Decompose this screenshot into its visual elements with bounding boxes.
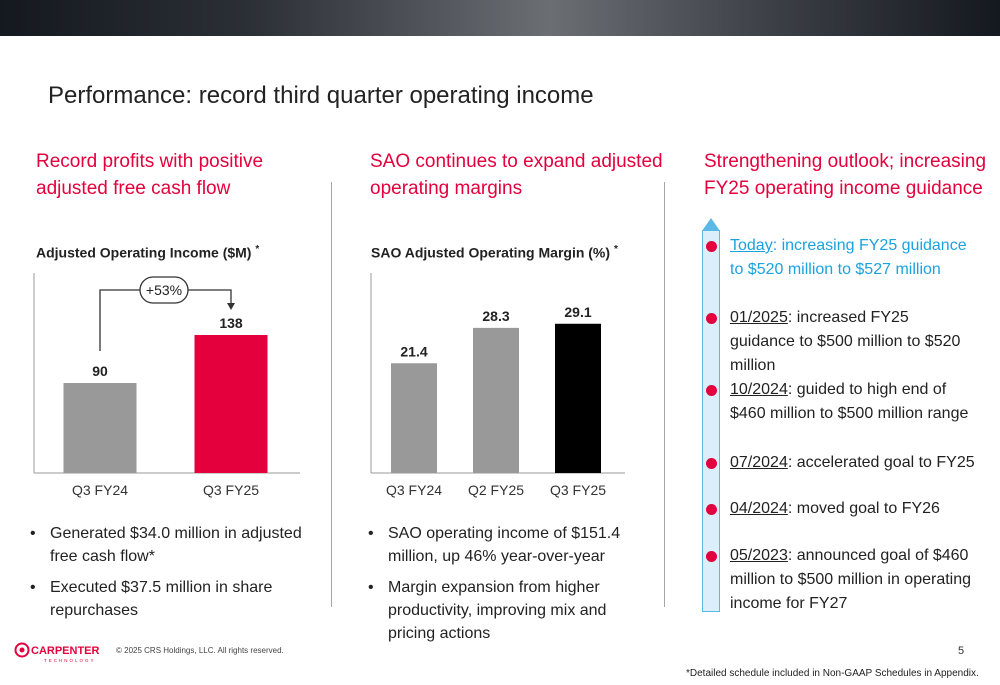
column-divider-left bbox=[331, 182, 332, 607]
x-tick-label: Q2 FY25 bbox=[468, 482, 524, 498]
middle-chart-label-text: SAO Adjusted Operating Margin (%) bbox=[371, 244, 611, 261]
footnote: *Detailed schedule included in Non-GAAP … bbox=[686, 668, 979, 679]
timeline-dot bbox=[706, 458, 717, 469]
middle-column-heading: SAO continues to expand adjusted operati… bbox=[370, 148, 663, 202]
bar-q3-fy25 bbox=[555, 323, 601, 473]
timeline-date: 04/2024 bbox=[730, 500, 788, 517]
logo-subtext: TECHNOLOGY bbox=[44, 658, 96, 663]
data-label: 138 bbox=[219, 315, 243, 331]
timeline-date: 01/2025 bbox=[730, 309, 788, 326]
slide-title: Performance: record third quarter operat… bbox=[48, 82, 594, 109]
growth-label: +53% bbox=[146, 282, 182, 298]
timeline-desc: : increasing FY25 guidance to $520 milli… bbox=[730, 237, 967, 278]
left-chart-label: Adjusted Operating Income ($M) * bbox=[36, 244, 259, 261]
growth-arrow-head bbox=[227, 303, 235, 310]
bar-q3-fy24 bbox=[391, 363, 437, 473]
data-label: 28.3 bbox=[482, 308, 509, 324]
right-heading-line2: FY25 operating income guidance bbox=[704, 178, 983, 199]
carpenter-logo: CARPENTER TECHNOLOGY bbox=[14, 642, 100, 663]
growth-badge bbox=[139, 276, 189, 304]
middle-bullet-2: Margin expansion from higher productivit… bbox=[366, 576, 631, 645]
x-tick-label: Q3 FY25 bbox=[203, 482, 259, 498]
timeline-text: 01/2025: increased FY25 guidance to $500… bbox=[730, 306, 975, 378]
adjusted-operating-income-chart: 90 Q3 FY24 138 Q3 FY25 +53% bbox=[33, 273, 300, 498]
timeline-dot bbox=[706, 504, 717, 515]
timeline-date: 10/2024 bbox=[730, 381, 788, 398]
left-chart-label-text: Adjusted Operating Income ($M) bbox=[36, 244, 252, 261]
timeline-text: 07/2024: accelerated goal to FY25 bbox=[730, 451, 975, 475]
timeline-dot bbox=[706, 551, 717, 562]
timeline-dot bbox=[706, 385, 717, 396]
left-bullets: Generated $34.0 million in adjusted free… bbox=[28, 522, 303, 630]
middle-heading-line1: SAO continues to expand adjusted bbox=[370, 151, 663, 172]
middle-heading-line2: operating margins bbox=[370, 178, 523, 199]
left-heading-line1: Record profits with positive bbox=[36, 151, 264, 172]
timeline-arrow bbox=[702, 218, 720, 612]
bar-q2-fy25 bbox=[473, 327, 519, 473]
timeline-desc: : announced goal of $460 million to $500… bbox=[730, 547, 972, 612]
column-divider-right bbox=[664, 182, 665, 607]
data-label: 90 bbox=[92, 363, 108, 379]
timeline-desc: : increased FY25 guidance to $500 millio… bbox=[730, 309, 961, 374]
x-tick-label: Q3 FY25 bbox=[550, 482, 606, 498]
left-heading-line2: adjusted free cash flow bbox=[36, 178, 231, 199]
timeline-date: 05/2023 bbox=[730, 547, 788, 564]
left-bullet-2: Executed $37.5 million in share repurcha… bbox=[28, 576, 303, 622]
timeline-text: 05/2023: announced goal of $460 million … bbox=[730, 544, 975, 616]
left-bullet-1: Generated $34.0 million in adjusted free… bbox=[28, 522, 303, 568]
timeline-desc: : moved goal to FY26 bbox=[787, 500, 940, 517]
left-chart-label-mark: * bbox=[255, 244, 260, 255]
page-number: 5 bbox=[958, 645, 965, 657]
timeline-text: Today: increasing FY25 guidance to $520 … bbox=[730, 234, 975, 282]
timeline-dot bbox=[706, 241, 717, 252]
timeline-text: 04/2024: moved goal to FY26 bbox=[730, 497, 975, 521]
middle-chart-label-mark: * bbox=[613, 244, 618, 255]
timeline-desc: : guided to high end of $460 million to … bbox=[730, 381, 969, 422]
timeline-desc: : accelerated goal to FY25 bbox=[787, 454, 975, 471]
data-label: 29.1 bbox=[564, 304, 591, 320]
timeline-shaft bbox=[702, 230, 720, 612]
top-banner bbox=[0, 0, 1000, 36]
sao-margin-chart: 21.4 Q3 FY24 28.3 Q2 FY25 29.1 Q3 FY25 bbox=[370, 273, 625, 498]
copyright-text: © 2025 CRS Holdings, LLC. All rights res… bbox=[116, 646, 284, 655]
right-heading-line1: Strengthening outlook; increasing bbox=[704, 151, 987, 172]
timeline-dot bbox=[706, 313, 717, 324]
timeline-arrow-head bbox=[702, 218, 720, 231]
x-tick-label: Q3 FY24 bbox=[72, 482, 128, 498]
middle-bullet-1: SAO operating income of $151.4 million, … bbox=[366, 522, 631, 568]
x-tick-label: Q3 FY24 bbox=[386, 482, 442, 498]
bar-q3-fy25 bbox=[194, 335, 268, 473]
timeline-date: Today bbox=[730, 237, 773, 254]
logo-wordmark: CARPENTER bbox=[31, 645, 100, 657]
timeline-text: 10/2024: guided to high end of $460 mill… bbox=[730, 378, 975, 426]
bar-q3-fy24 bbox=[63, 383, 137, 473]
left-column-heading: Record profits with positive adjusted fr… bbox=[36, 148, 263, 202]
data-label: 21.4 bbox=[400, 343, 427, 359]
right-column-heading: Strengthening outlook; increasing FY25 o… bbox=[704, 148, 986, 202]
middle-chart-label: SAO Adjusted Operating Margin (%) * bbox=[371, 244, 618, 261]
timeline-date: 07/2024 bbox=[730, 454, 788, 471]
middle-bullets: SAO operating income of $151.4 million, … bbox=[366, 522, 631, 653]
